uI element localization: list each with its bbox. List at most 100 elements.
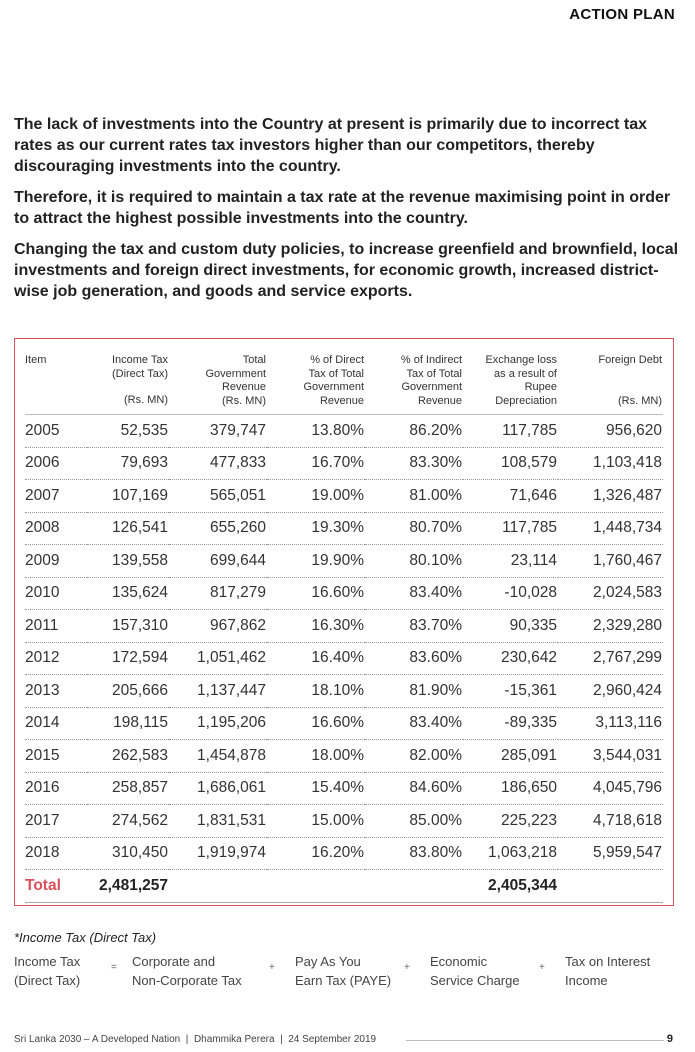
cell-pct-direct: 19.00%: [267, 479, 365, 513]
table-row: 2007 107,169 565,051 19.00% 81.00% 71,646 1,32…: [25, 479, 663, 513]
table-total-row: Total 2,481,257 2,405,344: [25, 869, 663, 903]
cell-pct-indirect: 81.00%: [365, 479, 463, 513]
total-empty: [267, 869, 365, 903]
table-row: 2012 172,594 1,051,462 16.40% 83.60% 230,642 2…: [25, 642, 663, 675]
table-body: 2005 52,535 379,747 13.80% 86.20% 117,785 956,…: [25, 414, 663, 903]
col-header-exchange-loss: Exchange loss as a result of Rupee Depre…: [463, 354, 558, 415]
cell-pct-indirect: 83.60%: [365, 642, 463, 675]
cell-total-revenue: 1,137,447: [169, 674, 267, 708]
total-exchange-loss: 2,405,344: [463, 869, 558, 903]
cell-total-revenue: 477,833: [169, 447, 267, 480]
cell-foreign-debt: 1,103,418: [558, 447, 663, 480]
cell-pct-direct: 19.30%: [267, 512, 365, 545]
income-tax-formula: Income Tax (Direct Tax) = Corporate and No…: [14, 952, 684, 992]
cell-exchange-loss: 117,785: [463, 512, 558, 545]
cell-foreign-debt: 5,959,547: [558, 837, 663, 870]
table-row: 2015 262,583 1,454,878 18.00% 82.00% 285,091 3…: [25, 739, 663, 773]
intro-paragraph: Changing the tax and custom duty policie…: [14, 241, 679, 300]
cell-exchange-loss: 1,063,218: [463, 837, 558, 870]
table-row: 2010 135,624 817,279 16.60% 83.40% -10,028 2,0…: [25, 577, 663, 610]
formula-equals: =: [111, 962, 117, 973]
cell-foreign-debt: 1,448,734: [558, 512, 663, 545]
col-header-pct-indirect: % of Indirect Tax of Total Government Re…: [365, 354, 463, 415]
cell-exchange-loss: 225,223: [463, 804, 558, 838]
tax-data-table-frame: Item Income Tax (Direct Tax) (Rs. MN) To…: [14, 338, 674, 906]
footer-rule: [406, 1040, 664, 1041]
cell-item: 2016: [25, 772, 87, 805]
cell-pct-indirect: 85.00%: [365, 804, 463, 838]
cell-exchange-loss: 71,646: [463, 479, 558, 513]
cell-exchange-loss: 117,785: [463, 414, 558, 448]
cell-pct-indirect: 83.40%: [365, 707, 463, 740]
total-empty: [169, 869, 267, 903]
cell-income-tax: 274,562: [87, 804, 169, 838]
cell-pct-direct: 16.70%: [267, 447, 365, 480]
table-row: 2014 198,115 1,195,206 16.60% 83.40% -89,335 3…: [25, 707, 663, 740]
table-header-row: Item Income Tax (Direct Tax) (Rs. MN) To…: [25, 354, 663, 415]
formula-plus: +: [539, 962, 545, 973]
cell-exchange-loss: 230,642: [463, 642, 558, 675]
cell-exchange-loss: -10,028: [463, 577, 558, 610]
col-header-item: Item: [25, 354, 87, 415]
cell-item: 2017: [25, 804, 87, 838]
cell-income-tax: 262,583: [87, 739, 169, 773]
total-empty: [365, 869, 463, 903]
table-row: 2017 274,562 1,831,531 15.00% 85.00% 225,223 4…: [25, 804, 663, 838]
formula-lhs: Income Tax (Direct Tax): [14, 954, 81, 988]
cell-pct-direct: 18.10%: [267, 674, 365, 708]
cell-foreign-debt: 2,329,280: [558, 609, 663, 643]
total-empty: [558, 869, 663, 903]
cell-pct-indirect: 83.40%: [365, 577, 463, 610]
cell-pct-indirect: 83.70%: [365, 609, 463, 643]
section-title: ACTION PLAN: [569, 6, 675, 23]
cell-pct-indirect: 80.70%: [365, 512, 463, 545]
table-row: 2009 139,558 699,644 19.90% 80.10% 23,114 1,76…: [25, 544, 663, 578]
cell-pct-direct: 15.40%: [267, 772, 365, 805]
cell-pct-direct: 18.00%: [267, 739, 365, 773]
cell-income-tax: 52,535: [87, 414, 169, 448]
cell-income-tax: 139,558: [87, 544, 169, 578]
intro-paragraph: Therefore, it is required to maintain a …: [14, 189, 671, 227]
cell-income-tax: 172,594: [87, 642, 169, 675]
cell-income-tax: 258,857: [87, 772, 169, 805]
table-row: 2013 205,666 1,137,447 18.10% 81.90% -15,361 2…: [25, 674, 663, 708]
cell-exchange-loss: 186,650: [463, 772, 558, 805]
cell-income-tax: 107,169: [87, 479, 169, 513]
col-header-income-tax: Income Tax (Direct Tax) (Rs. MN): [87, 354, 169, 415]
cell-total-revenue: 1,686,061: [169, 772, 267, 805]
formula-term-esc: Economic Service Charge: [430, 954, 520, 988]
cell-foreign-debt: 956,620: [558, 414, 663, 448]
cell-total-revenue: 379,747: [169, 414, 267, 448]
formula-plus: +: [404, 962, 410, 973]
cell-foreign-debt: 4,718,618: [558, 804, 663, 838]
cell-total-revenue: 1,195,206: [169, 707, 267, 740]
total-income-tax: 2,481,257: [87, 869, 169, 903]
cell-total-revenue: 1,831,531: [169, 804, 267, 838]
cell-item: 2018: [25, 837, 87, 870]
cell-total-revenue: 817,279: [169, 577, 267, 610]
cell-item: 2013: [25, 674, 87, 708]
cell-total-revenue: 1,919,974: [169, 837, 267, 870]
cell-foreign-debt: 2,960,424: [558, 674, 663, 708]
cell-pct-indirect: 81.90%: [365, 674, 463, 708]
cell-total-revenue: 655,260: [169, 512, 267, 545]
cell-pct-direct: 16.20%: [267, 837, 365, 870]
formula-term-interest: Tax on Interest Income: [565, 954, 651, 988]
cell-pct-direct: 16.30%: [267, 609, 365, 643]
cell-item: 2008: [25, 512, 87, 545]
cell-exchange-loss: 23,114: [463, 544, 558, 578]
cell-pct-direct: 16.60%: [267, 707, 365, 740]
cell-pct-direct: 19.90%: [267, 544, 365, 578]
cell-item: 2005: [25, 414, 87, 448]
formula-plus: +: [269, 962, 275, 973]
cell-pct-indirect: 83.80%: [365, 837, 463, 870]
cell-foreign-debt: 3,544,031: [558, 739, 663, 773]
cell-income-tax: 79,693: [87, 447, 169, 480]
total-label: Total: [25, 869, 87, 903]
cell-item: 2014: [25, 707, 87, 740]
cell-pct-indirect: 86.20%: [365, 414, 463, 448]
cell-total-revenue: 565,051: [169, 479, 267, 513]
cell-pct-direct: 16.40%: [267, 642, 365, 675]
cell-foreign-debt: 2,767,299: [558, 642, 663, 675]
cell-pct-direct: 16.60%: [267, 577, 365, 610]
